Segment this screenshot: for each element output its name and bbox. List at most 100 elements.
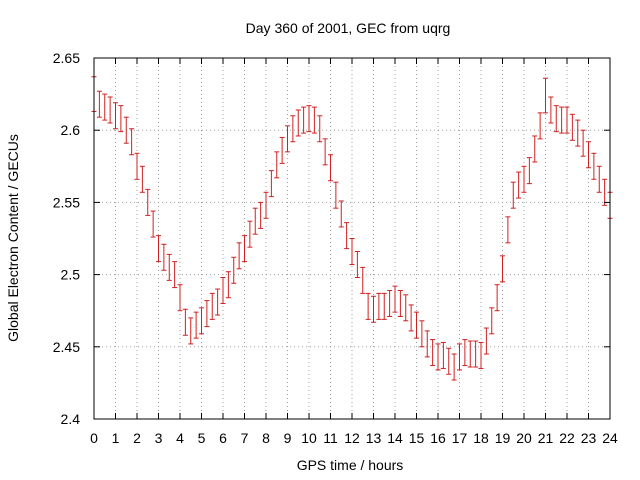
- data-point: [220, 276, 226, 304]
- data-point: [139, 165, 145, 193]
- grid-lines: [94, 58, 610, 419]
- data-point: [113, 102, 118, 130]
- x-tick-label: 20: [516, 430, 532, 446]
- data-point: [569, 113, 575, 141]
- x-tick-label: 16: [430, 430, 446, 446]
- data-point: [209, 292, 215, 320]
- x-tick-label: 4: [176, 430, 184, 446]
- data-point: [123, 116, 129, 144]
- data-point: [521, 165, 527, 193]
- data-point: [328, 154, 333, 182]
- data-point: [177, 284, 183, 312]
- data-point: [333, 181, 339, 209]
- data-point: [381, 292, 387, 320]
- x-tick-label: 17: [452, 430, 468, 446]
- data-point: [505, 216, 511, 244]
- data-point: [440, 341, 446, 369]
- data-point: [193, 311, 199, 339]
- x-tick-label: 7: [241, 430, 249, 446]
- y-tick-label: 2.65: [53, 50, 80, 66]
- data-point: [156, 235, 161, 263]
- data-point: [473, 340, 479, 368]
- data-point: [403, 294, 409, 322]
- data-point: [591, 152, 597, 180]
- data-point: [290, 115, 296, 143]
- data-points: [91, 76, 613, 381]
- data-point: [516, 171, 522, 199]
- data-point: [134, 152, 140, 180]
- x-tick-labels: 0 1 2 3 4 5 6 7 8 9 10 11 12 13 14 15 16 17 18 19 20 21 22 23 24: [90, 430, 618, 446]
- data-point: [580, 129, 586, 157]
- data-point: [408, 304, 414, 332]
- x-tick-label: 13: [366, 430, 382, 446]
- data-point: [553, 105, 559, 133]
- x-tick-label: 23: [581, 430, 597, 446]
- data-point: [145, 188, 151, 216]
- data-point: [349, 238, 355, 265]
- x-tick-label: 6: [219, 430, 227, 446]
- data-point: [306, 105, 312, 133]
- x-tick-label: 12: [344, 430, 360, 446]
- data-point: [543, 77, 548, 114]
- data-point: [172, 261, 178, 289]
- chart-title: Day 360 of 2001, GEC from uqrg: [246, 20, 451, 36]
- data-point: [500, 255, 505, 283]
- data-point: [559, 106, 565, 134]
- data-point: [344, 222, 350, 250]
- data-point: [317, 115, 323, 143]
- data-point: [510, 181, 516, 209]
- data-point: [548, 96, 554, 124]
- axis-ticks: [93, 57, 611, 420]
- data-point: [360, 266, 366, 294]
- data-point: [586, 141, 591, 169]
- data-point: [263, 191, 269, 219]
- y-tick-labels: 2.4 2.45 2.5 2.55 2.6 2.65: [53, 50, 80, 427]
- data-point: [258, 201, 264, 229]
- x-tick-label: 24: [602, 430, 618, 446]
- data-point: [311, 106, 317, 134]
- x-tick-label: 14: [387, 430, 403, 446]
- x-tick-label: 5: [198, 430, 206, 446]
- data-point: [451, 353, 457, 381]
- x-tick-label: 0: [90, 430, 98, 446]
- data-point: [166, 253, 172, 281]
- data-point: [430, 339, 436, 367]
- x-tick-label: 11: [323, 430, 338, 446]
- data-point: [118, 105, 124, 133]
- data-point: [387, 289, 393, 317]
- data-point: [435, 343, 441, 371]
- x-tick-label: 3: [155, 430, 163, 446]
- data-point: [188, 317, 194, 345]
- data-point: [414, 311, 419, 339]
- data-point: [215, 288, 221, 316]
- data-point: [537, 112, 543, 140]
- data-point: [467, 340, 473, 368]
- data-point: [107, 96, 113, 124]
- data-point: [129, 128, 135, 156]
- x-tick-label: 2: [133, 430, 141, 446]
- data-point: [489, 307, 495, 335]
- x-tick-label: 22: [559, 430, 575, 446]
- x-tick-label: 1: [112, 430, 120, 446]
- data-point: [225, 271, 231, 299]
- data-point: [354, 250, 360, 278]
- x-tick-label: 19: [495, 430, 511, 446]
- data-point: [494, 284, 500, 312]
- x-tick-label: 21: [538, 430, 554, 446]
- data-point: [419, 320, 425, 348]
- data-point: [301, 106, 307, 134]
- data-point: [602, 178, 608, 206]
- data-point: [322, 138, 328, 166]
- data-point: [150, 210, 156, 238]
- y-tick-label: 2.5: [61, 267, 81, 283]
- data-point: [252, 207, 258, 235]
- y-axis-label: Global Electron Content / GECUs: [5, 134, 21, 342]
- data-point: [457, 343, 462, 371]
- y-tick-label: 2.45: [53, 339, 80, 355]
- x-tick-label: 10: [301, 430, 317, 446]
- data-point: [376, 292, 382, 320]
- data-point: [446, 347, 452, 375]
- data-point: [596, 165, 602, 193]
- data-point: [575, 119, 581, 147]
